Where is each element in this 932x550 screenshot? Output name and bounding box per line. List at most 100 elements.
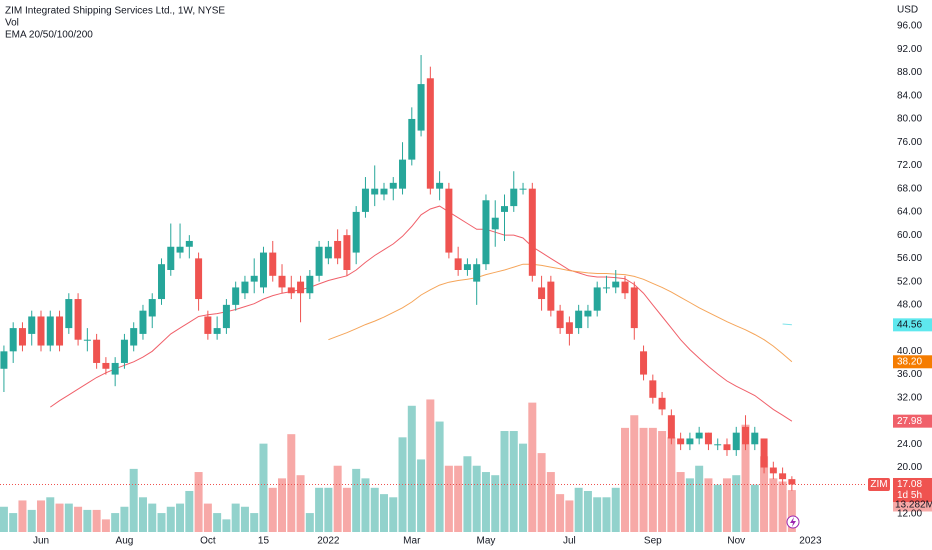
volume-bar [287, 434, 296, 532]
volume-bar [231, 503, 240, 532]
candle-body [612, 281, 620, 288]
volume-bar [778, 481, 787, 532]
volume-bar [426, 399, 435, 532]
candle-body [232, 287, 240, 305]
candle-body [454, 258, 462, 270]
lightning-icon[interactable] [786, 515, 800, 529]
candle-body [315, 246, 323, 276]
candle-body [408, 118, 416, 160]
volume-bar [611, 487, 620, 532]
volume-bar [148, 503, 157, 532]
volume-bar [417, 459, 426, 532]
icon-bolt[interactable] [790, 517, 796, 527]
x-tick-label: Jul [563, 536, 576, 547]
volume-bar [74, 506, 83, 532]
volume-bar [176, 503, 185, 532]
volume-bar [685, 478, 694, 532]
y-tick-label: 80.00 [897, 114, 922, 125]
candle-body [0, 351, 8, 369]
volume-bar [111, 513, 120, 532]
candle-body [547, 281, 555, 311]
volume-bar [537, 453, 546, 532]
volume-bar [324, 487, 333, 532]
volume-tag-label: 13.282M [895, 500, 932, 511]
y-tick-label: 68.00 [897, 183, 922, 194]
volume-tag [893, 498, 932, 512]
candle-body [695, 432, 703, 439]
candle-body [565, 322, 573, 334]
x-tick-label: Jun [33, 536, 49, 547]
candle-body [723, 444, 731, 451]
y-tick-label: 88.00 [897, 67, 922, 78]
ema-line [782, 323, 792, 326]
price-tag [893, 414, 932, 428]
candle-body [148, 299, 156, 317]
candle-body [352, 211, 360, 253]
y-tick-label: 56.00 [897, 253, 922, 264]
x-tick-label: 15 [258, 536, 270, 547]
volume-bar [463, 456, 472, 532]
candle-body [250, 275, 258, 282]
volume-bar [389, 497, 398, 532]
candle-body [556, 310, 564, 329]
volume-bar [519, 443, 528, 532]
candle-body [519, 188, 527, 190]
volume-bar [546, 472, 555, 532]
last-price-tag [893, 477, 932, 502]
symbol-tag-label: ZIM [870, 479, 887, 490]
volume-bar [407, 405, 416, 532]
candle-body [640, 351, 648, 375]
y-tick-label: 20.00 [897, 462, 922, 473]
volume-bar [361, 478, 370, 532]
volume-bar [37, 500, 45, 532]
candle-body [111, 362, 119, 375]
volume-bar [27, 509, 36, 532]
volume-bar [352, 468, 361, 532]
volume-bar [55, 503, 64, 532]
candle-body [630, 287, 638, 329]
candle-body [269, 252, 277, 276]
candle-body [621, 281, 629, 294]
candle-body [56, 316, 64, 346]
candle-body [649, 380, 657, 398]
candle-body [426, 78, 434, 189]
price-tag-label: 44.56 [897, 319, 922, 330]
volume-bar [342, 487, 351, 532]
candle-body [259, 252, 267, 288]
candle-body [399, 159, 407, 189]
volume-bar [769, 478, 778, 532]
candle-body [380, 188, 388, 195]
volume-bar [185, 490, 194, 532]
y-tick-label: 12.00 [897, 509, 922, 520]
candle-body [297, 281, 305, 294]
candle-body [742, 426, 750, 445]
volume-bar [621, 427, 630, 532]
candle-body [213, 328, 221, 334]
candle-body [158, 264, 166, 300]
candle-body [46, 316, 54, 346]
volume-bar [565, 500, 574, 532]
y-tick-label: 52.00 [897, 276, 922, 287]
y-tick-label: 36.00 [897, 369, 922, 380]
candle-body [602, 287, 610, 289]
volume-bar [713, 484, 722, 532]
y-tick-label: 64.00 [897, 207, 922, 218]
volume-legend: Vol [5, 18, 19, 29]
y-tick-label: 32.00 [897, 392, 922, 403]
candle-body [185, 240, 193, 247]
candle-body [389, 182, 397, 189]
y-tick-label: 76.00 [897, 137, 922, 148]
candle-body [593, 287, 601, 311]
price-tag [893, 355, 932, 369]
candle-body [371, 188, 379, 195]
volume-bar [472, 465, 481, 532]
x-tick-label: Oct [200, 536, 216, 547]
volume-bar [166, 506, 175, 532]
candle-body [575, 310, 583, 329]
candle-body [287, 287, 295, 294]
candle-body [751, 432, 759, 445]
volume-bar [491, 475, 500, 532]
volume-bar [222, 519, 231, 532]
volume-bar [203, 503, 212, 532]
